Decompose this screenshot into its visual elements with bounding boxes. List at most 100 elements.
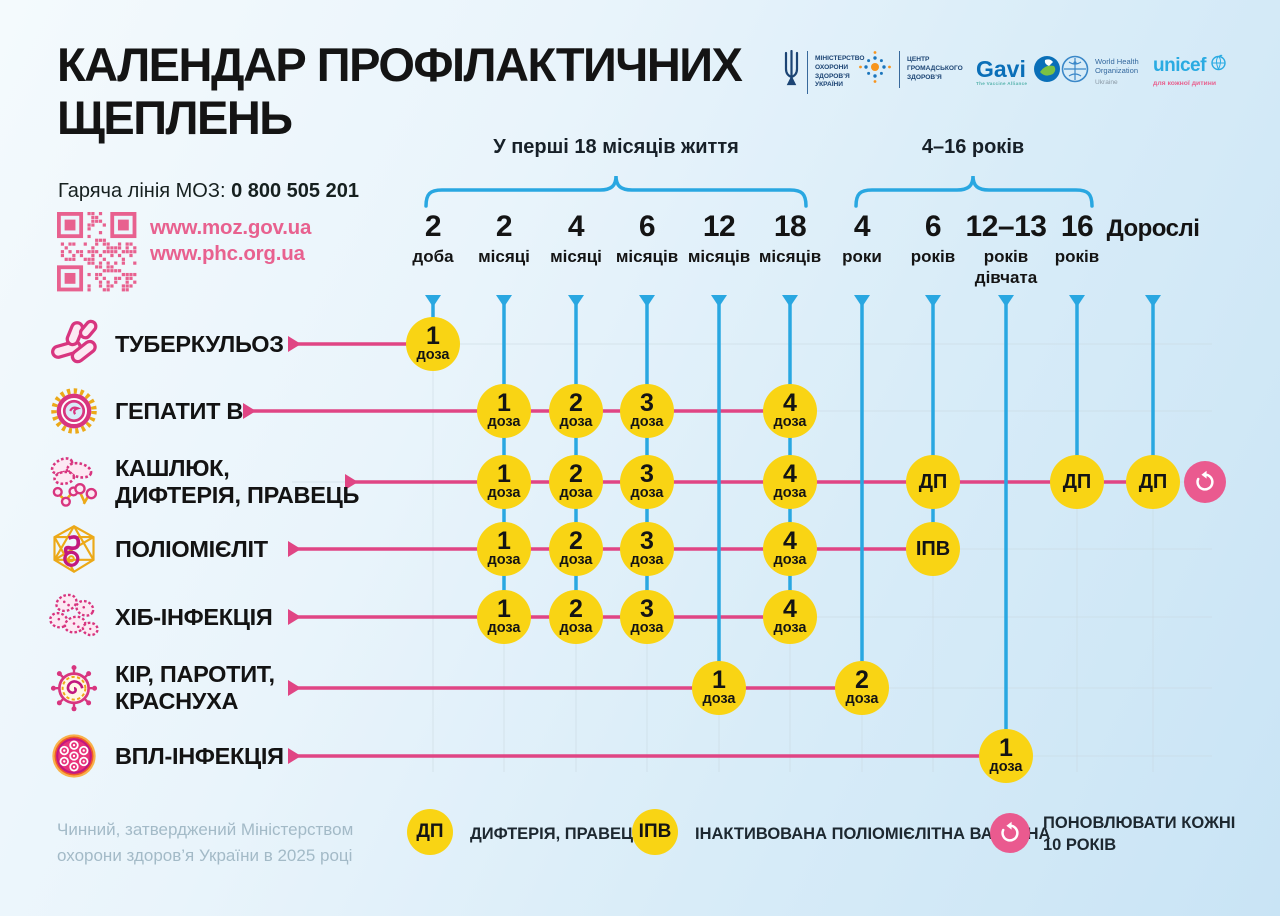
dose-number: 2 — [569, 459, 583, 488]
disease-row-label-0: ТУБЕРКУЛЬОЗ — [48, 318, 284, 370]
column-age-unit: років — [910, 247, 956, 266]
column-age-value: 4 — [853, 210, 871, 243]
column-arrow-icon — [711, 295, 727, 307]
pertussis-diphtheria-tetanus-icon — [48, 456, 100, 508]
row-arrow-icon — [288, 680, 301, 696]
dose-number: 1 — [999, 733, 1013, 762]
dose-circle: 4 доза — [763, 590, 817, 644]
dose-number: 1 — [497, 388, 511, 417]
dose-circle: 4 доза — [763, 522, 817, 576]
column-arrow-icon — [998, 295, 1014, 307]
dose-circle: 2 доза — [549, 590, 603, 644]
row-arrow-icon — [345, 474, 358, 490]
dose-number: 1 — [497, 526, 511, 555]
disease-row-label-2: КАШЛЮК, ДИФТЕРІЯ, ПРАВЕЦЬ — [48, 455, 359, 509]
gavi-wordmark: Gavi The Vaccine Alliance — [976, 55, 1028, 86]
phc-url: www.phc.org.ua — [150, 242, 305, 265]
polio-icon — [48, 523, 100, 575]
age-bracket — [854, 175, 1094, 208]
column-age-unit: років — [983, 247, 1029, 266]
hotline-number: 0 800 505 201 — [231, 180, 359, 202]
column-age-value: 4 — [567, 210, 585, 243]
hotline-label: Гаряча лінія МОЗ: — [58, 180, 226, 202]
dose-circle: 1 доза — [477, 590, 531, 644]
hepatitis-b-icon — [48, 385, 100, 437]
column-arrow-icon — [925, 295, 941, 307]
moz-url: www.moz.gov.ua — [150, 216, 312, 239]
dose-number: 4 — [783, 526, 797, 555]
dose-word: доза — [559, 551, 593, 568]
hotline: Гаряча лінія МОЗ: 0 800 505 201 — [58, 180, 359, 203]
dose-number: 4 — [783, 459, 797, 488]
column-age-unit: місяці — [478, 247, 530, 266]
column-header-9: 16 років — [1029, 212, 1125, 267]
dose-circle: 3 доза — [620, 455, 674, 509]
unicef-globe-icon — [1210, 54, 1227, 76]
column-arrow-icon — [854, 295, 870, 307]
column-arrow-icon — [425, 295, 441, 307]
dose-word: доза — [416, 346, 450, 363]
legend-label-1: ІНАКТИВОВАНА ПОЛІОМІЄЛІТНА ВАКЦИНА — [695, 825, 1051, 843]
dose-number: 1 — [712, 665, 726, 694]
column-age-unit: доба — [412, 247, 454, 266]
column-header-4: 12 місяців — [671, 212, 767, 267]
dose-number: 2 — [855, 665, 869, 694]
disease-name: КІР, ПАРОТИТ, КРАСНУХА — [115, 661, 275, 714]
column-header-3: 6 місяців — [599, 212, 695, 267]
logo-public-health-center: ЦЕНТР ГРОМАДСЬКОГО ЗДОРОВ’Я — [858, 50, 963, 89]
column-age-value: 6 — [924, 210, 942, 243]
dose-number: 1 — [497, 594, 511, 623]
dose-number: 1 — [426, 321, 440, 350]
column-arrow-icon — [568, 295, 584, 307]
dp-badge: ДП — [407, 809, 453, 855]
hpv-icon — [48, 730, 100, 782]
column-header-10: Дорослі — [1105, 212, 1201, 241]
dose-circle: 4 доза — [763, 455, 817, 509]
dose-circle: 3 доза — [620, 590, 674, 644]
disease-row-label-6: ВПЛ-ІНФЕКЦІЯ — [48, 730, 284, 782]
dose-circle: 1 доза — [477, 384, 531, 438]
column-age-note: дівчата — [974, 268, 1038, 287]
vaccine-abbr: ДП — [918, 470, 948, 493]
trident-icon — [783, 49, 800, 95]
legend-label-2: ПОНОВЛЮВАТИ КОЖНІ 10 РОКІВ — [1043, 814, 1236, 855]
logo-phc-text: ЦЕНТР ГРОМАДСЬКОГО ЗДОРОВ’Я — [907, 56, 963, 81]
footnote: Чинний, затверджений Міністерством охоро… — [57, 820, 354, 865]
page-title: КАЛЕНДАР ПРОФІЛАКТИЧНИХ ЩЕПЛЕНЬ — [57, 38, 743, 145]
logo-who: World Health Organization Ukraine — [1060, 54, 1139, 89]
column-age-value: 6 — [638, 210, 656, 243]
column-age-unit: місяців — [758, 247, 822, 266]
row-arrow-icon — [288, 336, 301, 352]
column-header-1: 2 місяці — [456, 212, 552, 267]
column-age-value: 12–13 — [965, 210, 1047, 243]
who-text: World Health Organization Ukraine — [1095, 56, 1139, 87]
row-arrow-icon — [288, 609, 301, 625]
column-age-unit: роки — [842, 247, 882, 266]
dose-number: 3 — [640, 526, 654, 555]
dose-word: доза — [559, 413, 593, 430]
column-header-6: 4 роки — [814, 212, 910, 267]
column-age-unit: місяці — [550, 247, 602, 266]
dose-circle: 3 доза — [620, 522, 674, 576]
dose-circle: 1 доза — [477, 522, 531, 576]
qr-code — [57, 212, 137, 292]
dose-number: 3 — [640, 594, 654, 623]
hib-icon — [48, 591, 100, 643]
bracket-label: У перші 18 місяців життя — [493, 136, 739, 158]
dose-circle: 1 доза — [406, 317, 460, 371]
logo-unicef: unicef для кожної дитини — [1153, 54, 1227, 87]
dose-word: доза — [773, 484, 807, 501]
column-age-unit: місяців — [687, 247, 751, 266]
dose-circle: 1 доза — [477, 455, 531, 509]
column-age-unit: місяців — [615, 247, 679, 266]
refresh-icon — [1184, 461, 1226, 503]
column-arrow-icon — [639, 295, 655, 307]
phc-sunburst-icon — [858, 50, 892, 89]
gavi-globe-icon — [1032, 54, 1062, 89]
vaccine-abbr: ДП — [1062, 470, 1092, 493]
dose-word: доза — [773, 413, 807, 430]
disease-name: ХІБ-ІНФЕКЦІЯ — [115, 603, 273, 630]
disease-name: КАШЛЮК, ДИФТЕРІЯ, ПРАВЕЦЬ — [115, 455, 360, 508]
refresh-icon — [990, 813, 1030, 853]
